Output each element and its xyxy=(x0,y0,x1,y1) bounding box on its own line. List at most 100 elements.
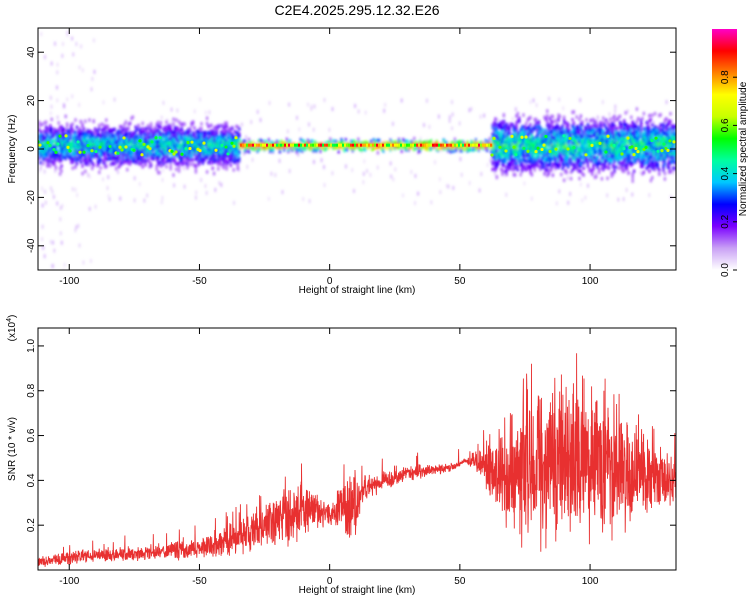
heatmap-cell xyxy=(137,124,140,128)
heatmap-cell xyxy=(162,152,165,157)
heatmap-noise-cell xyxy=(278,158,281,163)
heatmap-cell xyxy=(196,137,199,142)
heatmap-noise-cell xyxy=(208,110,211,115)
heatmap-cell xyxy=(357,137,360,142)
heatmap-cell xyxy=(558,154,561,158)
heatmap-cell xyxy=(516,111,519,116)
heatmap-cell xyxy=(168,138,171,142)
heatmap-cell xyxy=(47,134,50,139)
heatmap-cell xyxy=(171,138,174,142)
heatmap-cell xyxy=(322,146,325,151)
heatmap-cell xyxy=(476,140,479,145)
heatmap-cell xyxy=(165,160,168,164)
heatmap-cell xyxy=(168,141,171,145)
heatmap-cell xyxy=(50,145,53,150)
heatmap-cell xyxy=(514,138,517,143)
heatmap-cell xyxy=(550,134,553,139)
heatmap-cell xyxy=(533,160,536,164)
heatmap-cell xyxy=(544,168,547,173)
heatmap-cell xyxy=(557,149,560,154)
heatmap-cell xyxy=(127,122,130,126)
heatmap-cell xyxy=(382,141,385,146)
heatmap-noise-cell xyxy=(102,177,104,182)
heatmap-cell xyxy=(270,147,273,151)
heatmap-cell xyxy=(508,151,511,155)
heatmap-cell xyxy=(147,139,150,143)
heatmap-cell xyxy=(45,120,48,124)
heatmap-cell xyxy=(78,132,81,136)
heatmap-cell xyxy=(178,165,181,170)
heatmap-cell xyxy=(498,134,501,139)
heatmap-cell xyxy=(206,170,209,174)
heatmap-cell xyxy=(197,160,200,165)
heatmap-cell xyxy=(376,138,379,143)
heatmap-cell xyxy=(185,138,188,142)
heatmap-cell xyxy=(42,151,45,155)
heatmap-cell xyxy=(529,122,532,127)
heatmap-cell xyxy=(516,165,519,170)
heatmap-noise-cell xyxy=(241,122,243,127)
heatmap-cell xyxy=(521,162,524,167)
heatmap-cell xyxy=(295,148,298,153)
heatmap-cell xyxy=(157,124,160,128)
heatmap-cell xyxy=(231,151,234,155)
heatmap-noise-cell xyxy=(60,240,63,245)
heatmap-cell xyxy=(110,140,113,145)
heatmap-cell xyxy=(87,153,90,158)
heatmap-cell xyxy=(210,161,213,165)
heatmap-cell xyxy=(543,164,546,168)
heatmap-cell xyxy=(565,126,568,130)
heatmap-noise-cell xyxy=(438,177,441,182)
heatmap-cell xyxy=(238,158,241,163)
heatmap-cell xyxy=(150,163,153,168)
heatmap-cell xyxy=(43,146,46,151)
heatmap-cell xyxy=(493,152,496,156)
heatmap-noise-cell xyxy=(245,135,248,140)
heatmap-cell xyxy=(543,148,546,153)
heatmap-cell xyxy=(94,152,97,157)
heatmap-cell xyxy=(529,170,532,175)
heatmap-cell xyxy=(248,145,251,150)
heatmap-noise-cell xyxy=(448,115,451,120)
heatmap-cell xyxy=(217,125,220,129)
heatmap-cell xyxy=(165,132,168,137)
heatmap-cell xyxy=(94,145,97,150)
heatmap-cell xyxy=(50,155,53,160)
heatmap-cell xyxy=(554,143,557,148)
heatmap-cell xyxy=(505,143,508,148)
heatmap-cell xyxy=(224,154,227,158)
heatmap-cell xyxy=(99,150,102,155)
heatmap-cell xyxy=(89,154,92,158)
heatmap-cell xyxy=(75,155,78,160)
heatmap-cell xyxy=(81,132,84,136)
heatmap-cell xyxy=(500,123,503,127)
heatmap-noise-cell xyxy=(288,102,290,107)
heatmap-cell xyxy=(80,160,83,164)
heatmap-cell xyxy=(280,145,283,149)
heatmap-cell xyxy=(161,141,164,146)
heatmap-cell xyxy=(228,127,231,131)
heatmap-cell xyxy=(234,130,237,134)
heatmap-cell xyxy=(56,134,59,138)
heatmap-cell xyxy=(179,153,182,158)
heatmap-cell xyxy=(386,146,389,151)
heatmap-cell xyxy=(157,159,160,164)
heatmap-cell xyxy=(38,156,41,161)
heatmap-cell xyxy=(556,153,559,158)
heatmap-cell xyxy=(540,127,543,132)
heatmap-cell xyxy=(172,122,175,126)
heatmap-cell xyxy=(214,158,217,162)
heatmap-cell xyxy=(173,155,176,160)
heatmap-cell xyxy=(574,136,577,141)
heatmap-noise-cell xyxy=(268,100,271,105)
heatmap-cell xyxy=(467,147,470,152)
heatmap-cell xyxy=(207,140,210,144)
heatmap-cell xyxy=(232,155,235,159)
heatmap-cell xyxy=(59,125,62,130)
heatmap-cell xyxy=(42,143,45,148)
heatmap-cell xyxy=(218,144,221,148)
heatmap-cell xyxy=(85,145,88,150)
heatmap-cell xyxy=(285,137,288,142)
heatmap-cell xyxy=(173,129,176,134)
heatmap-cell xyxy=(173,161,176,165)
